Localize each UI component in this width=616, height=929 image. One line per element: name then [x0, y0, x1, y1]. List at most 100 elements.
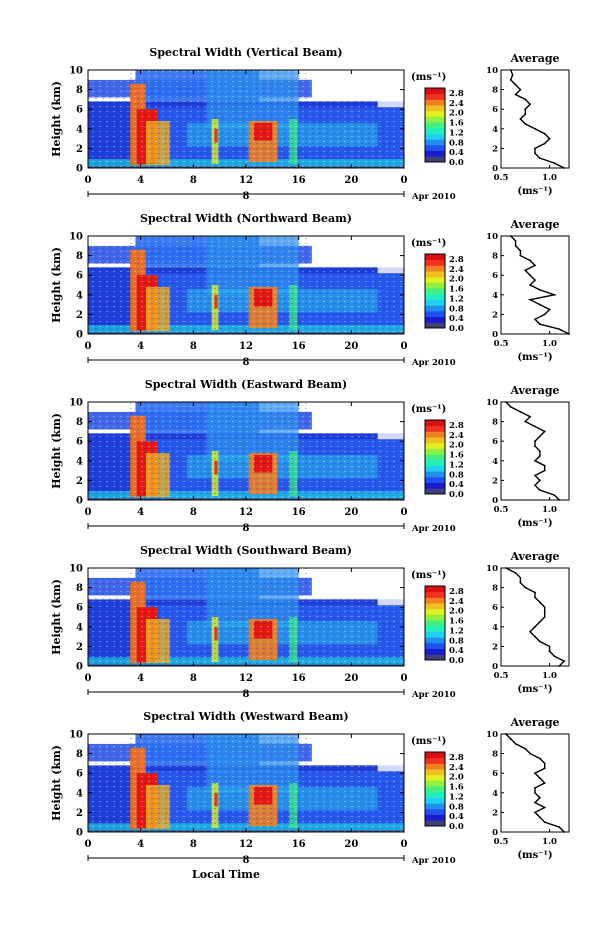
average-point: [543, 132, 546, 135]
y-tick-label: 10: [69, 398, 83, 409]
average-point: [529, 630, 532, 633]
avg-x-tick-label: 1.0: [542, 837, 557, 847]
average-point: [553, 162, 556, 165]
colorbar-tick-label: 2.8: [449, 587, 464, 597]
average-point: [543, 611, 546, 613]
avg-y-tick-label: 4: [492, 623, 498, 633]
average-point: [534, 425, 536, 428]
colorbar: 0.00.40.81.21.62.02.42.8(ms⁻¹): [411, 72, 464, 168]
x-tick-label: 4: [137, 673, 144, 684]
avg-y-tick-label: 2: [492, 310, 498, 320]
colorbar-segment: [425, 586, 445, 593]
average-point: [519, 254, 522, 257]
colorbar-tick-label: 0.4: [449, 148, 464, 158]
y-tick-label: 8: [76, 85, 83, 96]
missing-data-top-left: [88, 734, 128, 744]
x-tick-label: 16: [292, 175, 306, 186]
average-point: [534, 318, 536, 321]
missing-data-top-left: [88, 568, 128, 578]
colorbar-segment: [425, 276, 445, 283]
panel-westward: Spectral Width (Westward Beam) 0 2 4 6 8 10 Hei…: [50, 710, 570, 866]
average-point: [558, 328, 561, 330]
colorbar-segment: [425, 305, 445, 312]
avg-y-tick-label: 4: [492, 125, 498, 135]
average-point: [543, 616, 546, 618]
colorbar: 0.00.40.81.21.62.02.42.8(ms⁻¹): [411, 404, 464, 500]
date-label: Apr 2010: [411, 192, 456, 202]
colorbar-segment: [425, 465, 445, 472]
colorbar-segment: [425, 127, 445, 134]
colorbar-unit: (ms⁻¹): [411, 238, 446, 249]
average-point: [534, 635, 536, 638]
avg-y-tick-label: 4: [492, 457, 498, 467]
average-point: [538, 303, 541, 306]
y-tick-label: 0: [76, 496, 83, 507]
average-point: [543, 606, 546, 609]
panel-title: Spectral Width (Vertical Beam): [149, 46, 342, 59]
avg-y-tick-label: 8: [492, 584, 498, 594]
average-point: [519, 576, 522, 579]
heatmap: [88, 568, 404, 666]
missing-data-right-edge: [377, 598, 404, 606]
missing-data-top-right: [311, 236, 404, 267]
average-point: [524, 747, 527, 750]
colorbar-segment: [425, 780, 445, 787]
average-point: [519, 118, 522, 120]
colorbar-frame: [424, 253, 446, 329]
missing-data-right-edge: [377, 764, 404, 772]
average-point: [538, 621, 541, 623]
avg-y-tick-label: 0: [492, 662, 498, 672]
colorbar-segment: [425, 431, 445, 438]
colorbar-segment: [425, 288, 445, 295]
avg-y-tick-label: 4: [492, 291, 498, 301]
avg-y-tick-label: 2: [492, 476, 498, 486]
colorbar-tick-label: 0.0: [449, 158, 464, 168]
colorbar-tick-label: 1.2: [449, 294, 464, 304]
heatmap: [88, 734, 404, 832]
x-tick-label: 0: [401, 839, 408, 850]
average-title: Average: [509, 384, 559, 397]
average-point: [534, 445, 536, 447]
x-tick-label: 0: [401, 507, 408, 518]
x-tick-label: 12: [239, 341, 253, 352]
average-point: [509, 738, 512, 740]
average-point: [519, 249, 522, 252]
date-label: Apr 2010: [411, 690, 456, 700]
average-profile: Average 0 2 4 6 8 10 0.5 1.0 (ms⁻¹): [486, 550, 570, 695]
colorbar-segment: [425, 454, 445, 461]
colorbar-segment: [425, 99, 445, 106]
colorbar-segment: [425, 322, 445, 329]
colorbar-tick-label: 1.2: [449, 792, 464, 802]
colorbar-tick-label: 2.4: [449, 597, 464, 607]
avg-x-tick-label: 1.0: [542, 173, 557, 183]
colorbar-segment: [425, 808, 445, 816]
average-point: [504, 733, 507, 735]
y-tick-label: 2: [76, 310, 83, 321]
avg-x-tick-label: 1.0: [542, 505, 557, 515]
colorbar-segment: [425, 591, 445, 598]
average-point: [534, 264, 536, 267]
colorbar-segment: [425, 133, 445, 140]
colorbar: 0.00.40.81.21.62.02.42.8(ms⁻¹): [411, 570, 464, 666]
colorbar-segment: [425, 437, 445, 444]
colorbar-tick-label: 1.2: [449, 626, 464, 636]
missing-data-right-edge: [377, 100, 404, 108]
colorbar-segment: [425, 271, 445, 278]
colorbar-tick-label: 2.0: [449, 607, 464, 617]
colorbar-segment: [425, 116, 445, 123]
average-point: [553, 293, 556, 296]
average-x-label: (ms⁻¹): [517, 186, 552, 197]
missing-data-top-right: [311, 734, 404, 765]
x-tick-label: 8: [190, 839, 197, 850]
average-point: [504, 401, 507, 403]
y-tick-label: 2: [76, 476, 83, 487]
colorbar-segment: [425, 488, 445, 495]
colorbar-tick-label: 0.8: [449, 304, 464, 314]
average-point: [534, 596, 536, 599]
colorbar-segment: [425, 625, 445, 632]
x-tick-label: 0: [85, 839, 92, 850]
average-point: [534, 772, 536, 775]
avg-y-tick-label: 8: [492, 86, 498, 96]
average-profile: Average 0 2 4 6 8 10 0.5 1.0 (ms⁻¹): [486, 716, 570, 861]
average-point: [524, 123, 527, 125]
